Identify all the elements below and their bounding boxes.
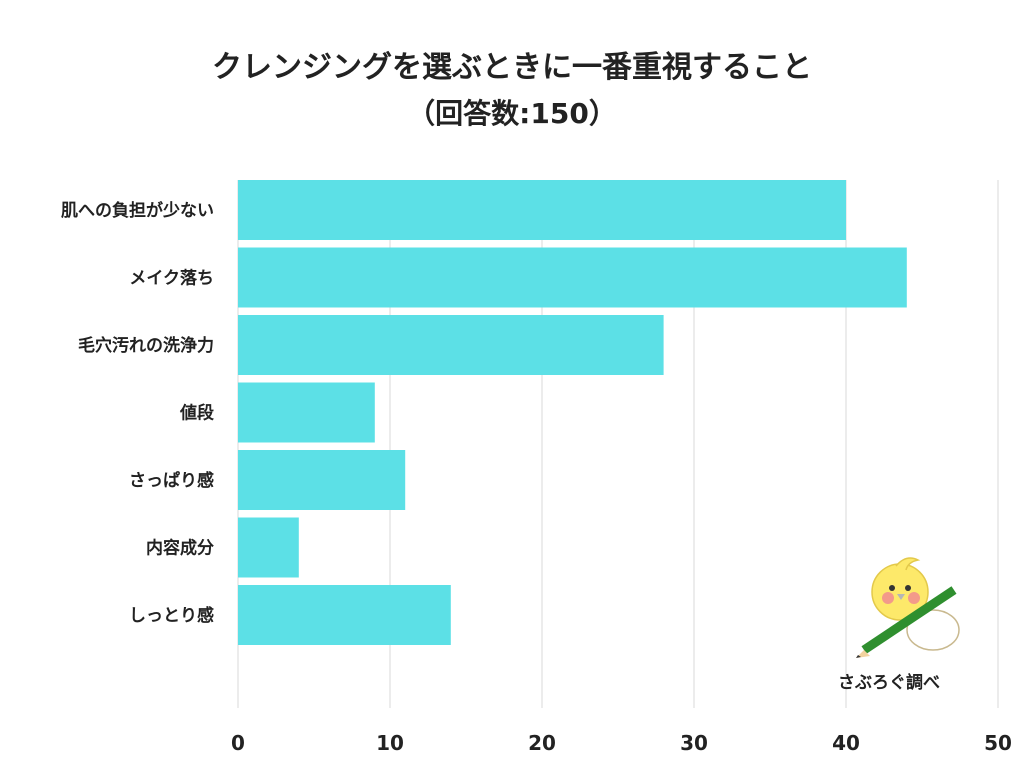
category-label: 肌への負担が少ない xyxy=(61,200,214,221)
bar xyxy=(238,517,299,578)
x-tick-label: 30 xyxy=(680,731,708,755)
x-tick-label: 0 xyxy=(231,731,245,755)
bar xyxy=(238,450,406,510)
category-label: さっぱり感 xyxy=(129,470,214,491)
category-label: 値段 xyxy=(179,403,214,424)
bar xyxy=(238,180,846,240)
category-label: しっとり感 xyxy=(129,605,214,626)
category-label: 内容成分 xyxy=(146,538,214,559)
source-credit: さぶろぐ調べ xyxy=(838,673,940,693)
x-tick-label: 50 xyxy=(984,731,1012,755)
chart-subtitle: （回答数:150） xyxy=(407,97,617,130)
bar xyxy=(238,585,451,645)
bar xyxy=(238,247,907,308)
bars xyxy=(238,180,907,645)
category-label: 毛穴汚れの洗浄力 xyxy=(78,335,214,356)
chart-title: クレンジングを選ぶときに一番重視すること xyxy=(212,50,812,85)
x-axis-tick-labels: 0 10 20 30 40 50 xyxy=(231,731,1012,755)
category-label: メイク落ち xyxy=(129,269,214,289)
x-tick-label: 10 xyxy=(376,731,404,755)
bar xyxy=(238,382,375,443)
mascot-bird-icon xyxy=(856,557,960,658)
x-tick-label: 20 xyxy=(528,731,556,755)
bar xyxy=(238,315,664,375)
x-tick-label: 40 xyxy=(832,731,860,755)
